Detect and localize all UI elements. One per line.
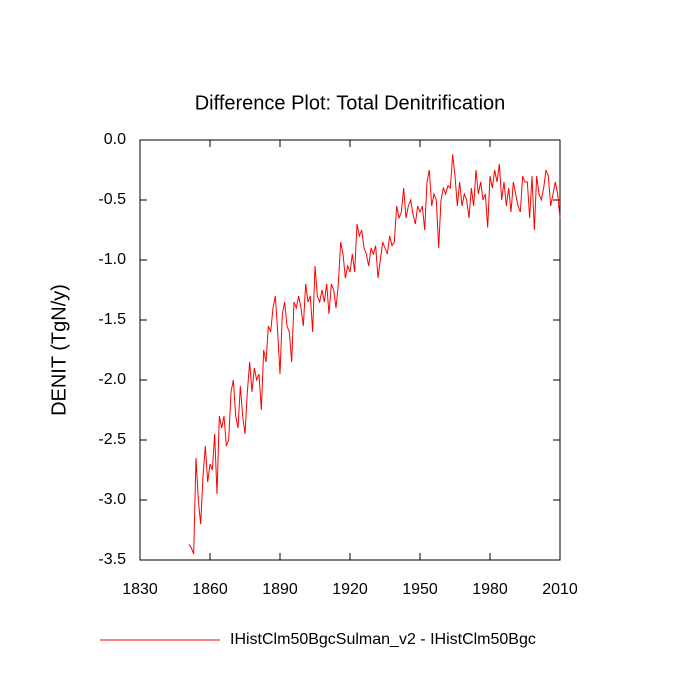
plot-frame (139, 139, 561, 561)
y-tick-label: -3.0 (98, 491, 126, 508)
chart-title: Difference Plot: Total Denitrification (195, 92, 506, 114)
x-tick-label: 1860 (192, 581, 228, 598)
data-line (188, 154, 561, 555)
x-tick-label: 1950 (402, 581, 438, 598)
y-tick-label: -1.5 (98, 311, 126, 328)
y-tick-label: -0.5 (98, 191, 126, 208)
y-axis-label: DENIT (TgN/y) (48, 284, 70, 416)
y-tick-label: -3.5 (98, 551, 126, 568)
y-tick-label: -2.5 (98, 431, 126, 448)
legend-label: IHistClm50BgcSulman_v2 - IHistClm50Bgc (230, 631, 536, 648)
x-tick-label: 1830 (122, 581, 158, 598)
x-tick-label: 1980 (472, 581, 508, 598)
y-tick-label: -2.0 (98, 371, 126, 388)
x-tick-label: 1890 (262, 581, 298, 598)
x-tick-label: 1920 (332, 581, 368, 598)
y-tick-label: 0.0 (104, 131, 126, 148)
y-tick-label: -1.0 (98, 251, 126, 268)
x-tick-label: 2010 (542, 581, 578, 598)
